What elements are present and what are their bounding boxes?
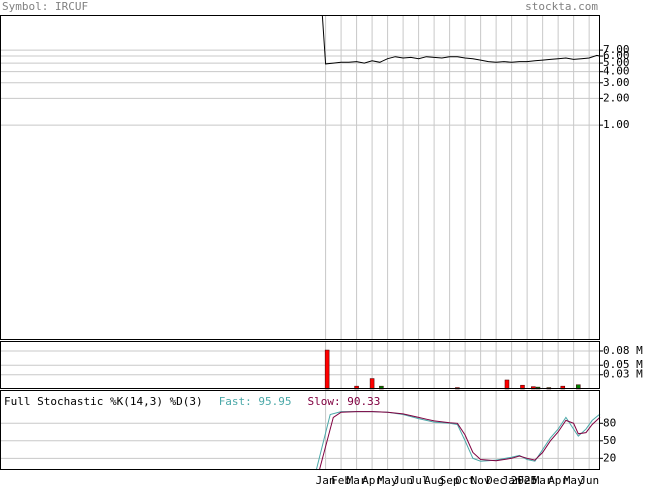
panel-frame [0, 341, 600, 389]
x-tick-label: Jan [502, 474, 522, 486]
volume-bar [504, 379, 510, 390]
y-tick-label: 80 [603, 416, 616, 429]
x-tick-label: Mar [533, 474, 553, 486]
series-line [318, 411, 601, 471]
legend-label: Fast: 95.95 [219, 395, 292, 408]
x-tick-label: Feb [517, 474, 537, 486]
x-tick-label: Mar [347, 474, 367, 486]
y-tick-label: 20 [603, 451, 616, 464]
y-tick-label: 6.00 [603, 49, 630, 62]
panel-frame [0, 390, 600, 470]
y-tick-label: 3.00 [603, 76, 630, 89]
y-tick-label: 2.00 [603, 91, 630, 104]
y-tick-label: 0.08 M [603, 344, 643, 357]
x-tick-label: Jul [409, 474, 429, 486]
x-tick-label: May [564, 474, 584, 486]
x-tick-label: Sep [440, 474, 460, 486]
x-tick-label: Apr [548, 474, 568, 486]
x-tick-label: 2025 [511, 474, 538, 486]
panel-frame [0, 15, 600, 340]
x-tick-label: Oct [455, 474, 475, 486]
x-tick-label: Feb [331, 474, 351, 486]
legend-label: Slow: 90.33 [308, 395, 381, 408]
y-tick-label: 1.00 [603, 118, 630, 131]
x-tick-label: Jan [316, 474, 336, 486]
stochastic-title: Full Stochastic %K(14,3) %D(3) [4, 395, 203, 408]
volume-bar [369, 378, 375, 390]
y-tick-label: 5.00 [603, 56, 630, 69]
x-tick-label: Jun [393, 474, 413, 486]
site-label: stockta.com [525, 0, 598, 13]
y-tick-label: 0.05 M [603, 358, 643, 371]
x-tick-label: Apr [362, 474, 382, 486]
y-tick-label: 0.03 M [603, 368, 643, 381]
x-tick-label: May [378, 474, 398, 486]
x-tick-label: Nov [471, 474, 491, 486]
volume-bar [324, 349, 330, 390]
y-tick-label: 4.00 [603, 65, 630, 78]
x-tick-label: Aug [424, 474, 444, 486]
clip-group [321, 15, 600, 65]
x-tick-label: Dec [486, 474, 506, 486]
series-line [321, 15, 600, 65]
symbol-label: Symbol: IRCUF [2, 0, 88, 13]
y-tick-label: 50 [603, 434, 616, 447]
y-tick-label: 7.00 [603, 43, 630, 56]
x-tick-label: Jun [579, 474, 599, 486]
